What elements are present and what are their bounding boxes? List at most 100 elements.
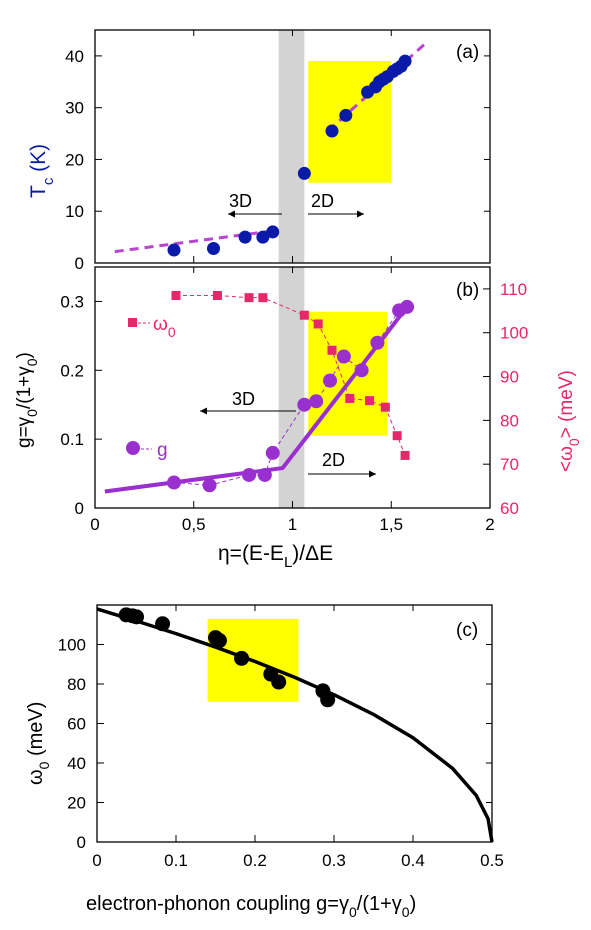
panel-b-g-point <box>336 349 351 364</box>
panel-b-omega-point <box>299 310 309 320</box>
panel-b-fit-line <box>104 305 409 494</box>
svg-text:<ω0> (meV): <ω0> (meV) <box>556 370 582 472</box>
panel-b-g-point <box>297 397 312 412</box>
panel-a-ylabel: Tc (K) <box>27 144 57 198</box>
panel-b-omega-point <box>345 393 355 403</box>
panel-a-tc-point <box>167 243 181 257</box>
panel-c-omega-point <box>234 650 250 666</box>
panel-a-fit-line <box>114 228 277 254</box>
panel-a: 0 10 20 30 40 (a) Tc (K) 3D 2D <box>27 29 491 273</box>
panel-a-tc-point <box>238 230 252 244</box>
panel-a-arrow-2d <box>308 210 364 218</box>
svg-text:electron-phonon coupling g=γ0/: electron-phonon coupling g=γ0/(1+γ0) <box>86 893 416 920</box>
panel-c-ylabel: ω0 (meV) <box>25 702 52 785</box>
panel-b-omega-point <box>212 290 222 300</box>
panel-b-omega-connector <box>175 294 406 456</box>
panel-a-shaded-band <box>278 30 305 263</box>
panel-b-g-point <box>257 467 272 482</box>
panel-c-ytick-label: 0 <box>77 833 86 852</box>
svg-text:g: g <box>157 440 168 461</box>
panel-b-g-point <box>354 363 369 378</box>
panel-b-omega-point <box>258 293 268 303</box>
panel-b-g-point <box>167 475 181 490</box>
panel-b-omega-point <box>400 450 410 460</box>
panel-c-omega-point <box>271 674 287 690</box>
panel-c-xlabel: electron-phonon coupling g=γ0/(1+γ0) <box>86 893 416 920</box>
panel-b-g-point <box>370 335 385 350</box>
panel-b-xlabel: η=(E-EL)/ΔE <box>218 542 333 571</box>
panel-b-omega-point <box>392 431 402 441</box>
panel-b-ytick-left-label: 0.1 <box>60 430 84 449</box>
panel-c-omega-point <box>155 616 171 632</box>
panel-b-ytick-left-label: 0.3 <box>60 292 84 311</box>
panel-b-ytick-right-label: 100 <box>500 324 528 343</box>
panel-b-g-point <box>242 467 257 482</box>
panel-b-ytick-left-label: 0 <box>75 499 84 518</box>
panel-c-ytick-label: 20 <box>67 794 86 813</box>
panel-c-xtick-label: 0.4 <box>401 851 425 870</box>
panel-c-xtick-label: 0.3 <box>322 851 346 870</box>
panel-b-ylabel-left: g=γ0/(1+γ0) <box>14 352 40 448</box>
panel-b-omega-point <box>244 293 254 303</box>
panel-c-fit-curve <box>96 607 494 843</box>
panel-b-xtick-label: 2 <box>485 515 494 534</box>
svg-text:Tc (K): Tc (K) <box>27 144 57 198</box>
panel-a-ytick-label: 20 <box>65 150 84 169</box>
panel-a-label: (a) <box>456 42 479 63</box>
panel-b-xtick-label: 1,5 <box>379 515 403 534</box>
panel-b-ytick-right-label: 70 <box>500 455 519 474</box>
panel-c-omega-point <box>211 633 227 649</box>
panel-b-g-point <box>400 299 415 314</box>
panel-a-tc-point <box>339 108 353 122</box>
panel-b-omega-point <box>365 396 375 406</box>
panel-c-xtick-label: 0.5 <box>480 851 504 870</box>
panel-b-arrow-3d <box>200 407 296 415</box>
panel-a-ytick-label: 30 <box>65 99 84 118</box>
panel-c-omega-point <box>320 692 336 708</box>
panel-b-arrow-2d <box>308 470 376 478</box>
panel-b: 0 0.1 0.2 0.3 60 70 80 90 100 110 0 0,5 1 1,5 2 (b) g=… <box>14 266 582 571</box>
panel-b-2d-label: 2D <box>322 450 345 470</box>
svg-text:ω0 (meV): ω0 (meV) <box>25 702 52 785</box>
panel-a-tc-point <box>398 54 412 68</box>
panel-b-omega-point <box>171 290 181 300</box>
panel-b-xtick-label: 0,5 <box>182 515 206 534</box>
panel-a-3d-label: 3D <box>229 191 252 211</box>
panel-c-xtick-label: 0.1 <box>164 851 188 870</box>
panel-b-g-point <box>202 478 217 493</box>
panel-a-tc-point <box>266 225 280 239</box>
panel-c-ytick-label: 80 <box>67 675 86 694</box>
panel-a-ytick-label: 40 <box>65 47 84 66</box>
panel-b-g-point <box>265 445 280 460</box>
panel-b-xtick-label: 0 <box>90 515 99 534</box>
panel-a-ytick-label: 0 <box>75 254 84 273</box>
panel-b-omega-point <box>380 402 390 412</box>
panel-c-ytick-label: 100 <box>58 636 86 655</box>
panel-b-ylabel-right: <ω0> (meV) <box>556 370 582 472</box>
panel-a-tc-point <box>297 166 311 180</box>
panel-b-legend-g: g <box>126 440 168 461</box>
panel-b-g-point <box>323 373 338 388</box>
panel-c-xtick-label: 0.2 <box>243 851 267 870</box>
panel-b-shaded-band <box>278 267 305 508</box>
panel-c-ytick-label: 40 <box>67 754 86 773</box>
panel-c-ytick-label: 60 <box>67 715 86 734</box>
panel-a-arrow-3d <box>228 210 282 218</box>
panel-c-label: (c) <box>456 620 478 641</box>
panel-b-omega-point <box>327 345 337 355</box>
panel-c: 0 20 40 60 80 100 0 0.1 0.2 0.3 0.4 0.5 (c) ω0 (meV… <box>25 604 504 920</box>
panel-b-g-point <box>309 394 324 409</box>
panel-b-3d-label: 3D <box>232 389 255 409</box>
svg-text:ω0: ω0 <box>153 314 176 340</box>
panel-a-tc-point <box>256 230 270 244</box>
panel-a-2d-label: 2D <box>311 191 334 211</box>
panel-c-xtick-label: 0 <box>92 851 101 870</box>
panel-b-ytick-right-label: 60 <box>500 499 519 518</box>
panel-a-tc-point <box>207 242 220 256</box>
panel-c-omega-point <box>129 609 144 625</box>
svg-text:η=(E-EL)/ΔE: η=(E-EL)/ΔE <box>218 542 333 571</box>
panel-b-omega-point <box>313 319 323 329</box>
panel-b-xtick-label: 1 <box>288 515 297 534</box>
panel-b-ytick-right-label: 90 <box>500 368 519 387</box>
